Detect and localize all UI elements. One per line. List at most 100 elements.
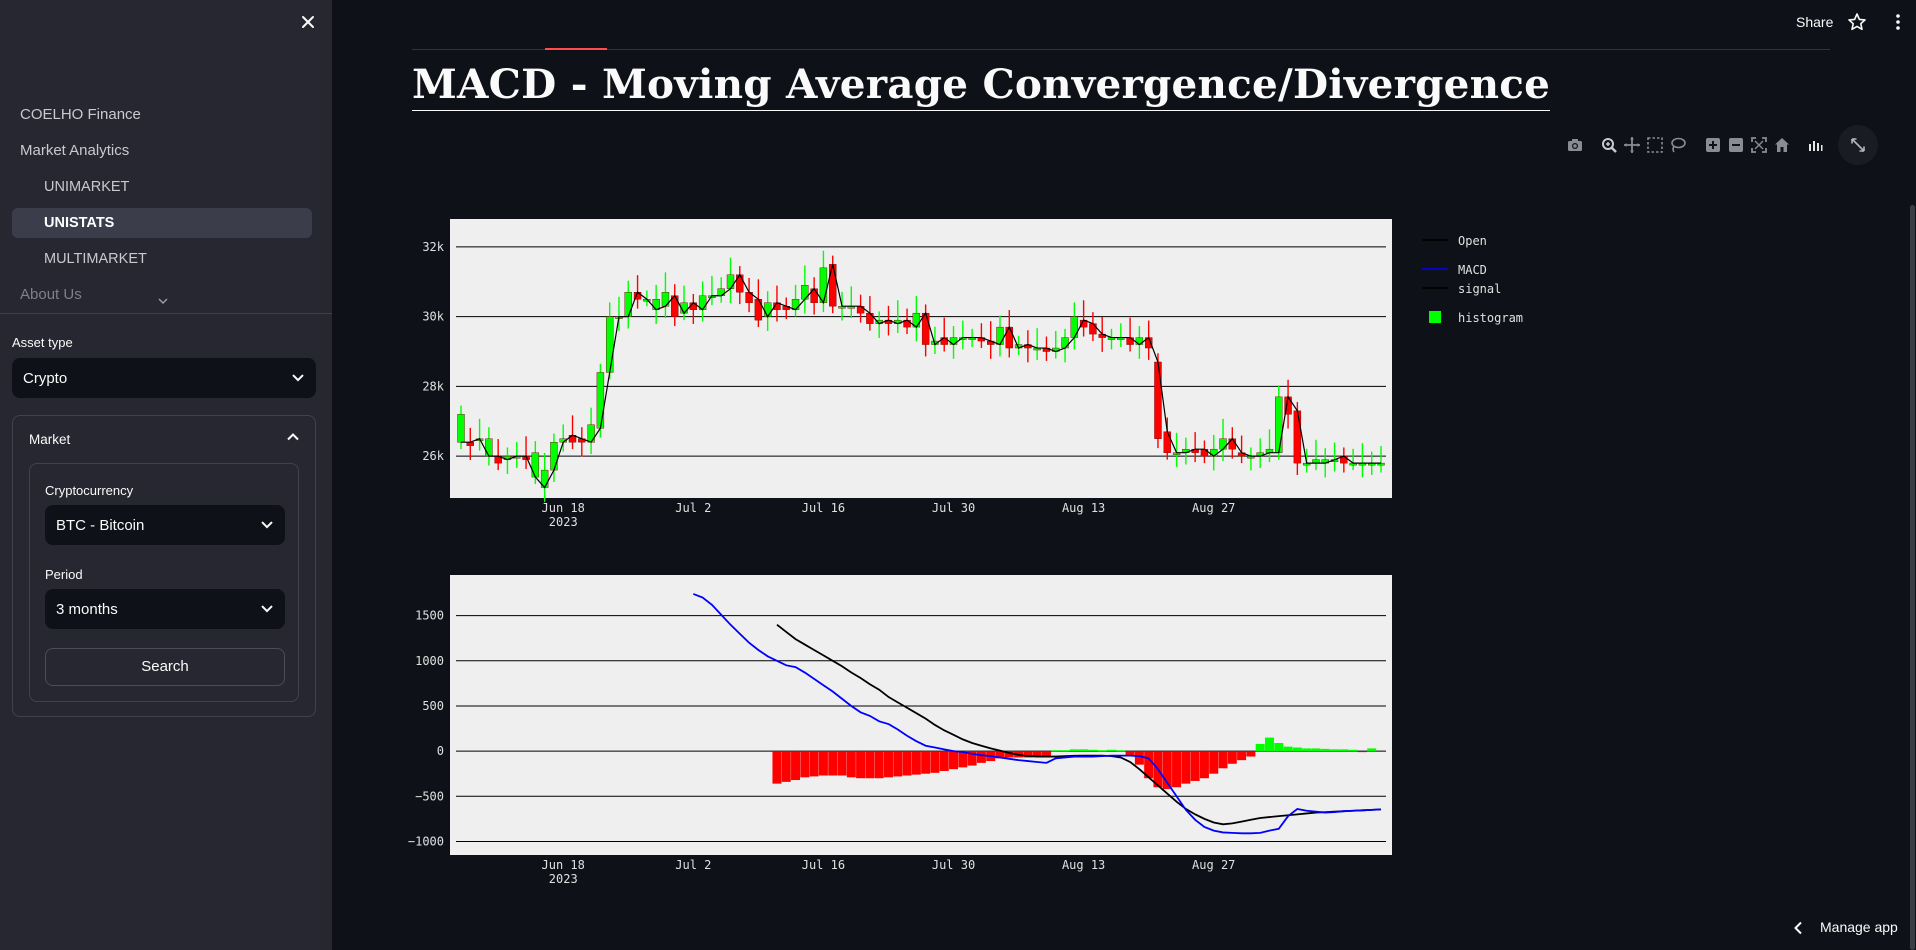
nav-item-multimarket[interactable]: MULTIMARKET (44, 251, 147, 267)
histogram-bar (781, 751, 791, 782)
manage-app-button[interactable]: Manage app (1820, 919, 1898, 935)
candle-body (550, 441, 558, 471)
histogram-bar (1367, 748, 1377, 752)
histogram-bar (1218, 751, 1228, 769)
histogram-bar (967, 751, 977, 766)
reset-axes-icon[interactable] (1773, 136, 1791, 154)
price-y-tick-label: 28k (422, 379, 444, 393)
chevron-left-icon[interactable] (1793, 921, 1803, 935)
histogram-bar (837, 751, 847, 776)
expand-icon (1851, 138, 1865, 152)
macd-x-year-label: 2023 (549, 872, 578, 886)
candle-body (1293, 410, 1302, 464)
candle-body (856, 305, 865, 314)
histogram-bar (1209, 751, 1219, 774)
histogram-bar (1107, 749, 1117, 752)
candle-body (940, 337, 948, 345)
histogram-bar (1237, 751, 1247, 761)
histogram-bar (1032, 751, 1042, 757)
histogram-bar (1125, 751, 1135, 756)
camera-icon[interactable] (1566, 136, 1584, 154)
histogram-bar (1255, 743, 1265, 752)
histogram-bar (1339, 749, 1349, 752)
candle-body (949, 337, 958, 345)
histogram-bar (995, 751, 1005, 759)
histogram-bar (1190, 751, 1200, 781)
zoom-out-icon[interactable] (1727, 136, 1745, 154)
histogram-bar (800, 751, 810, 778)
header-divider (412, 49, 1830, 50)
histogram-bar (856, 751, 866, 779)
price-x-year-label: 2023 (549, 515, 578, 529)
sidebar-divider (0, 313, 332, 314)
histogram-bar (1134, 751, 1144, 765)
macd-y-tick-label: −500 (415, 789, 444, 803)
histogram-bar (921, 751, 931, 774)
market-expander-header[interactable]: Market (13, 416, 315, 464)
candle-body (457, 414, 465, 443)
zoom-icon[interactable] (1600, 136, 1618, 154)
histogram-bar (1246, 751, 1256, 757)
star-icon[interactable] (1847, 12, 1867, 32)
candle-body (1200, 448, 1209, 457)
histogram-bar (1357, 751, 1367, 753)
period-select[interactable]: 3 months (45, 589, 285, 629)
histogram-bar (911, 751, 921, 775)
legend-histogram-swatch (1429, 311, 1441, 323)
candle-body (1070, 316, 1079, 338)
cryptocurrency-value: BTC - Bitcoin (56, 516, 145, 534)
asset-type-value: Crypto (23, 369, 68, 387)
histogram-bar (893, 751, 903, 777)
sidebar-nav: COELHO Finance Market Analytics UNIMARKE… (12, 100, 312, 305)
more-vertical-icon[interactable] (1888, 12, 1908, 32)
nav-expand-button[interactable] (156, 296, 170, 306)
candle-body (1126, 337, 1134, 345)
chevron-up-icon (287, 433, 299, 441)
search-button[interactable]: Search (45, 648, 285, 686)
nav-item-coelho-finance[interactable]: COELHO Finance (20, 106, 141, 123)
price-x-tick-label: Jun 18 (542, 501, 585, 515)
plotly-logo-icon[interactable] (1806, 136, 1824, 154)
histogram-bar (949, 751, 959, 770)
candle-body (1219, 438, 1227, 450)
cryptocurrency-select[interactable]: BTC - Bitcoin (45, 505, 285, 545)
candle-body (531, 452, 540, 478)
asset-type-label: Asset type (12, 335, 73, 350)
autoscale-icon[interactable] (1750, 136, 1768, 154)
share-button[interactable]: Share (1796, 14, 1834, 30)
macd-chart: 26k 28k 30k 32k Jun 18 Jul 2 Jul 16 Jul 30 Aug 1… (408, 219, 1523, 886)
lasso-icon[interactable] (1669, 136, 1687, 154)
candle-body (1154, 361, 1162, 439)
zoom-in-icon[interactable] (1704, 136, 1722, 154)
histogram-bar (1051, 750, 1061, 752)
histogram-bar (1348, 749, 1358, 752)
histogram-bar (809, 751, 819, 777)
market-form: Cryptocurrency BTC - Bitcoin Period 3 mo… (29, 463, 299, 702)
close-sidebar-button[interactable] (298, 12, 318, 32)
candle-body (605, 316, 614, 373)
histogram-bar (1162, 751, 1172, 790)
nav-item-unistats[interactable]: UNISTATS (12, 208, 312, 238)
candle-body (596, 372, 605, 429)
macd-y-tick-label: 1000 (415, 654, 444, 668)
candle-body (819, 267, 828, 303)
histogram-bar (1330, 749, 1340, 752)
nav-item-unimarket[interactable]: UNIMARKET (44, 179, 130, 195)
legend-macd-label: MACD (1458, 263, 1487, 277)
histogram-bar (865, 751, 875, 779)
main-scrollbar[interactable] (1910, 205, 1915, 950)
box-select-icon[interactable] (1646, 136, 1664, 154)
nav-item-market-analytics[interactable]: Market Analytics (20, 142, 130, 159)
candle-body (754, 299, 763, 321)
macd-line (692, 593, 1382, 835)
asset-type-select[interactable]: Crypto (12, 358, 316, 398)
candle-body (763, 302, 772, 317)
pan-icon[interactable] (1623, 136, 1641, 154)
period-value: 3 months (56, 600, 118, 618)
fullscreen-button[interactable] (1838, 125, 1878, 165)
candle-body (485, 438, 493, 457)
histogram-bar (1023, 751, 1033, 758)
histogram-bar (902, 751, 912, 776)
histogram-bar (1004, 751, 1014, 758)
nav-item-about-us[interactable]: About Us (20, 286, 82, 303)
